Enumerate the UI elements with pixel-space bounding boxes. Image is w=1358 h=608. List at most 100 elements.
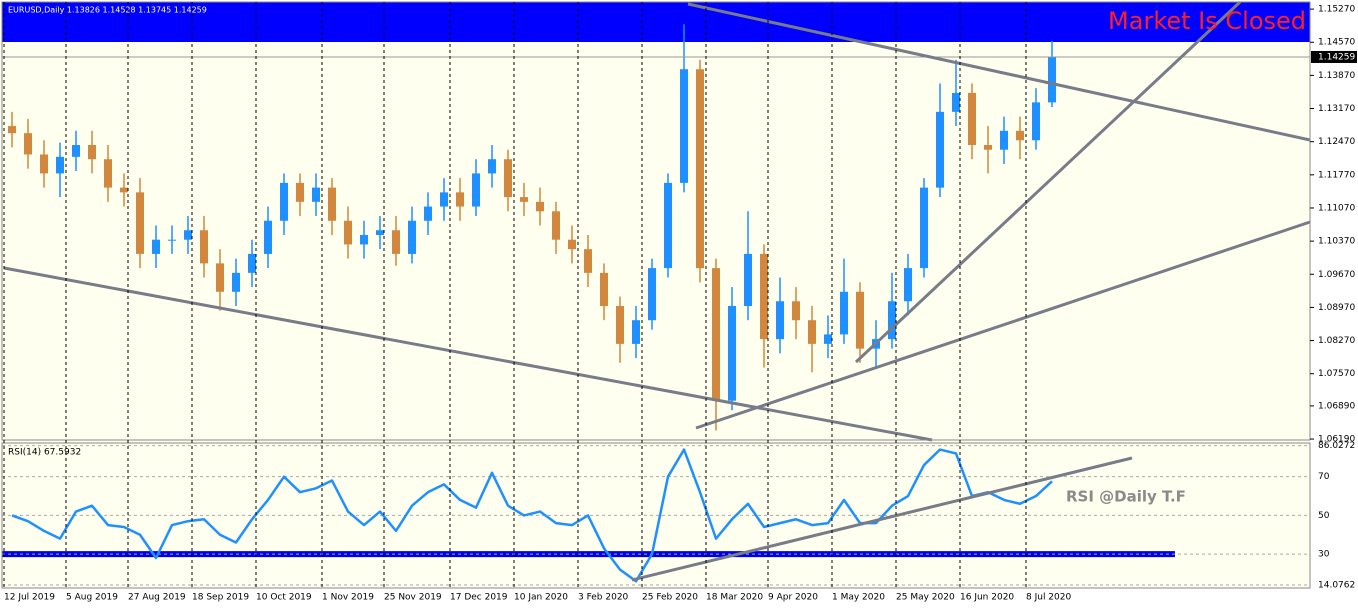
candle-body [264,220,272,254]
x-tick-label: 1 Nov 2019 [322,593,374,603]
candle-body [840,291,848,335]
y-tick-label: 1.06890 [1318,401,1355,411]
y-tick-label: 1.09670 [1318,270,1355,280]
candle-body [504,159,512,198]
price-panel [2,24,1310,431]
candle-body [280,182,288,221]
y-tick-label: 86.0272 [1318,441,1355,451]
candle-body [168,239,176,241]
candle-body [824,334,832,344]
x-tick-label: 9 Apr 2020 [768,593,818,603]
candle-body [968,92,976,146]
candle-body [1048,56,1056,103]
y-tick-label: 1.10370 [1318,237,1355,247]
x-tick-label: 10 Oct 2019 [256,593,312,603]
candle-body [40,154,48,174]
candle-body [56,156,64,174]
y-tick-label: 1.06190 [1318,435,1355,445]
candle-body [632,320,640,344]
x-tick-label: 27 Aug 2019 [128,593,186,603]
x-tick-label: 18 Mar 2020 [706,593,763,603]
candle-body [728,305,736,401]
candle-body [1000,130,1008,150]
candle-body [472,173,480,207]
candle-body [408,220,416,254]
candle-body [376,230,384,235]
x-tick-label: 25 Feb 2020 [642,593,698,603]
x-tick-label: 1 May 2020 [832,593,885,603]
candle-body [120,187,128,193]
candle-body [344,220,352,245]
candle-body [1016,130,1024,141]
candle-body [104,159,112,188]
x-tick-label: 17 Dec 2019 [450,593,508,603]
candle-body [1032,102,1040,141]
annotation: RSI @Daily T.F [1066,488,1186,506]
candle-body [328,187,336,221]
candle-body [856,291,864,349]
candle-body [648,268,656,321]
candle-body [216,263,224,292]
chart-title: EURUSD,Daily 1.13826 1.14528 1.13745 1.1… [8,6,207,15]
y-tick-label: 1.15270 [1318,5,1355,15]
x-tick-label: 12 Jul 2019 [4,593,55,603]
price-label: 1.14259 [1318,52,1355,62]
x-tick-label: 25 May 2020 [896,593,955,603]
candle-body [696,69,704,269]
candle-body [392,230,400,254]
candle-body [616,305,624,344]
x-tick-label: 16 Jun 2020 [960,593,1014,603]
candle-body [8,126,16,134]
candle-body [984,145,992,150]
axis-area [0,588,1358,608]
candle-body [904,268,912,302]
y-tick-label: 1.13870 [1318,71,1355,81]
x-tick-label: 10 Jan 2020 [514,593,568,603]
candle-body [888,301,896,340]
y-tick-label: 1.11070 [1318,203,1355,213]
candle-body [24,133,32,155]
candle-body [72,145,80,157]
candle-body [568,239,576,250]
candle-body [680,69,688,183]
y-tick-label: 1.12470 [1318,137,1355,147]
trendline [695,220,1311,430]
y-tick-label: 1.11770 [1318,170,1355,180]
candle-body [424,206,432,221]
candle-body [232,272,240,292]
y-tick-label: 14.0762 [1318,580,1355,590]
x-tick-label: 3 Feb 2020 [578,593,629,603]
candle-body [152,239,160,254]
trendline [3,266,933,442]
candle-body [808,320,816,344]
y-tick-label: 50 [1318,511,1330,521]
y-tick-label: 70 [1318,472,1330,482]
y-tick-label: 1.13170 [1318,104,1355,114]
candle-body [552,211,560,240]
candle-body [952,92,960,112]
y-tick-label: 30 [1318,550,1330,560]
candle-body [88,145,96,160]
candle-body [712,268,720,401]
trendline [687,2,1311,142]
candle-body [920,187,928,269]
x-tick-label: 5 Aug 2019 [66,593,118,603]
trendline [631,456,1133,582]
candle-body [600,272,608,306]
x-tick-label: 8 Jul 2020 [1026,593,1071,603]
candle-body [488,159,496,174]
candle-body [520,197,528,202]
candle-body [664,182,672,269]
candle-body [200,230,208,264]
candle-body [312,187,320,202]
x-tick-label: 25 Nov 2019 [384,593,442,603]
y-tick-label: 1.08970 [1318,303,1355,313]
candle-body [136,192,144,254]
axis-area [1310,0,1358,608]
candle-body [456,192,464,207]
candle-body [296,182,304,202]
candle-body [184,230,192,240]
candle-body [760,253,768,340]
candle-body [792,301,800,321]
